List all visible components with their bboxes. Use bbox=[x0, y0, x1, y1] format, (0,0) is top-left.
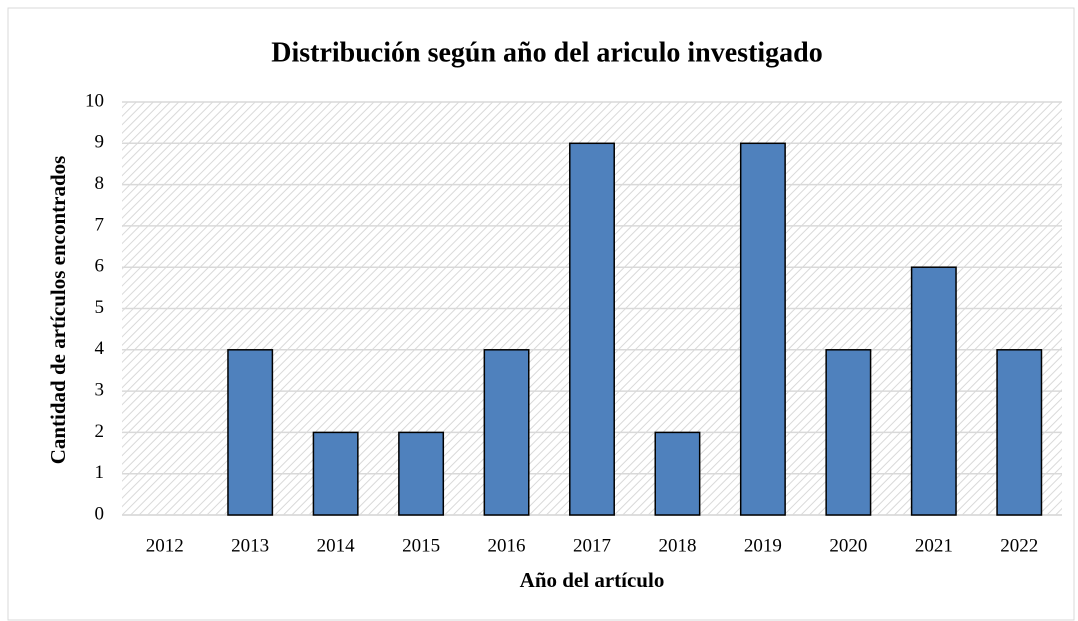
bar bbox=[312, 431, 359, 516]
x-tick-label: 2014 bbox=[317, 535, 356, 556]
bar bbox=[569, 142, 615, 516]
y-tick-label: 4 bbox=[95, 338, 105, 359]
y-tick-label: 2 bbox=[95, 421, 105, 442]
x-tick-label: 2022 bbox=[1000, 535, 1038, 556]
x-tick-label: 2013 bbox=[231, 535, 269, 556]
bar bbox=[483, 349, 530, 516]
bar bbox=[825, 349, 872, 516]
bar bbox=[398, 431, 445, 516]
y-tick-label: 10 bbox=[85, 90, 104, 111]
bar bbox=[996, 349, 1043, 516]
x-tick-label: 2020 bbox=[829, 535, 867, 556]
x-axis-label: Año del artículo bbox=[520, 568, 665, 592]
y-tick-label: 6 bbox=[95, 256, 105, 277]
chart-title: Distribución según año del ariculo inves… bbox=[271, 37, 823, 68]
y-tick-label: 1 bbox=[95, 462, 105, 483]
x-tick-label: 2021 bbox=[915, 535, 953, 556]
x-tick-label: 2012 bbox=[146, 535, 184, 556]
y-tick-label: 5 bbox=[95, 297, 105, 318]
y-tick-label: 8 bbox=[95, 173, 105, 194]
bar bbox=[227, 349, 274, 516]
x-tick-label: 2018 bbox=[658, 535, 696, 556]
y-tick-label: 9 bbox=[95, 132, 105, 153]
x-tick-label: 2017 bbox=[573, 535, 611, 556]
y-tick-label: 7 bbox=[95, 214, 105, 235]
y-tick-label: 3 bbox=[95, 379, 105, 400]
y-tick-label: 0 bbox=[95, 503, 105, 524]
y-axis-label: Cantidad de artículos encontrados bbox=[46, 156, 70, 465]
bar bbox=[654, 431, 701, 516]
x-tick-label: 2016 bbox=[488, 535, 526, 556]
bar bbox=[739, 142, 786, 516]
x-tick-label: 2015 bbox=[402, 535, 440, 556]
bar bbox=[910, 266, 957, 516]
x-tick-label: 2019 bbox=[744, 535, 782, 556]
